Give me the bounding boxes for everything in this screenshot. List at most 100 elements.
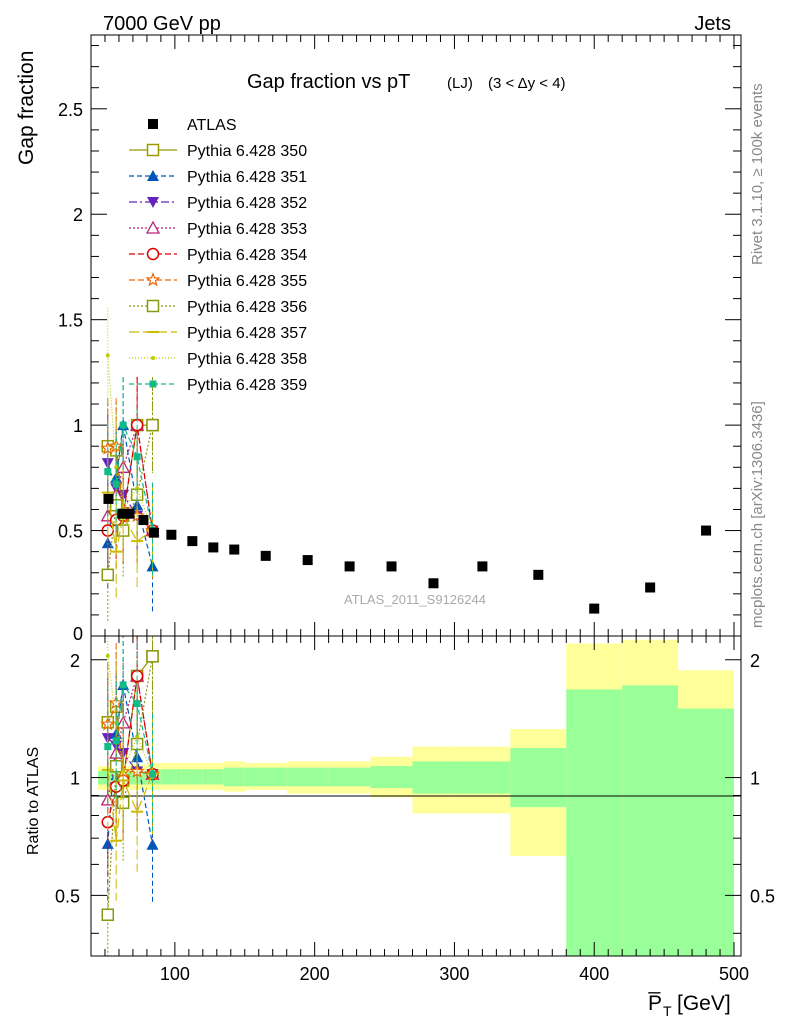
mc-ratio-point-9-4 <box>149 770 157 778</box>
ratio-ylabel: Ratio to ATLAS <box>25 747 42 855</box>
data-point-6 <box>187 536 198 547</box>
main-title-sub: (LJ) <box>447 75 473 92</box>
y-tick-label-main-2: 1.5 <box>58 311 83 331</box>
legend-label-5: Pythia 6.428 355 <box>187 273 307 290</box>
mc-ratio-point-9-3 <box>133 700 141 708</box>
source-label: mcplots.cern.ch [arXiv:1306.3436] <box>749 401 766 628</box>
mc-ratio-point-8-0 <box>105 653 110 658</box>
legend-label-9: Pythia 6.428 359 <box>187 377 307 394</box>
data-point-1 <box>117 508 128 519</box>
y-tick-label-ratio-right-1: 1 <box>750 769 760 789</box>
ratio-band-inner-13 <box>454 761 511 794</box>
y-tick-label-main-1: 1 <box>73 416 83 436</box>
legend-marker-5 <box>145 272 161 287</box>
legend-label-7: Pythia 6.428 357 <box>187 325 307 342</box>
mc-line-7 <box>107 492 153 552</box>
main-ylabel: Gap fraction <box>15 51 38 165</box>
legend-label-3: Pythia 6.428 353 <box>187 221 307 238</box>
data-point-4 <box>148 527 159 538</box>
ratio-band-inner-7 <box>223 767 245 787</box>
y-tick-label-main-zero: 0 <box>73 624 83 644</box>
legend-label-6: Pythia 6.428 356 <box>187 299 307 316</box>
x-axis-letter: P̅ <box>647 992 662 1015</box>
ratio-band-inner-12 <box>412 761 455 794</box>
legend-marker-6 <box>146 299 160 313</box>
legend-label-8: Pythia 6.428 358 <box>187 351 307 368</box>
x-tick-label-0: 100 <box>160 964 190 984</box>
legend-marker-9 <box>149 380 157 388</box>
mc-point-8-3 <box>135 486 140 491</box>
legend-marker-2 <box>147 197 159 208</box>
mc-ratio-point-6-0 <box>101 908 115 921</box>
legend-marker-3 <box>145 220 161 234</box>
y-tick-label-ratio-right-2: 2 <box>750 651 760 671</box>
mc-ratio-point-6-4 <box>146 650 159 663</box>
legend-label-2: Pythia 6.428 352 <box>187 195 307 212</box>
legend-marker-1 <box>147 170 159 181</box>
mc-line-8 <box>107 355 154 531</box>
ratio-band-inner-4 <box>160 769 182 785</box>
data-point-2 <box>124 508 135 519</box>
legend: ATLAS Pythia 6.428 350 Pythia 6.428 351 Pyt… <box>129 117 307 394</box>
main-title-cut: (3 < Δy < 4) <box>488 75 566 92</box>
ratio-band-inner-14 <box>510 748 567 808</box>
data-point-0 <box>103 493 114 504</box>
legend-marker-data <box>148 119 158 129</box>
y-tick-label-ratio-left-2: 2 <box>70 651 80 671</box>
y-tick-label-main-3: 2 <box>73 205 83 225</box>
mc-point-9-1 <box>112 480 120 488</box>
ratio-bands <box>97 639 735 956</box>
axis-ticks: 100 200 300 400 500 0.5 1 1.5 2 2.5 0 0.5 0.5 1 1 2 2 <box>55 35 775 984</box>
legend-marker-8 <box>151 356 155 360</box>
y-tick-label-main-4: 2.5 <box>58 100 83 120</box>
data-point-7 <box>208 542 219 553</box>
x-axis-sub: T <box>663 1003 672 1019</box>
header-right: Jets <box>694 13 731 35</box>
y-tick-label-ratio-left-0: 0.5 <box>55 886 80 906</box>
mc-ratio-line-8 <box>107 655 154 775</box>
legend-label-1: Pythia 6.428 351 <box>187 169 307 186</box>
x-tick-label-2: 300 <box>439 964 469 984</box>
ratio-band-inner-17 <box>678 708 735 956</box>
ratio-frame <box>90 635 742 957</box>
data-point-14 <box>477 561 488 572</box>
main-title: Gap fraction vs pT (LJ) (3 < Δy < 4) <box>247 71 566 93</box>
ratio-band-inner-10 <box>328 767 371 787</box>
rivet-label: Rivet 3.1.10, ≥ 100k events <box>749 83 766 265</box>
mc-point-8-0 <box>105 353 110 358</box>
watermark: ATLAS_2011_S9126244 <box>344 592 486 607</box>
data-point-9 <box>260 550 271 561</box>
mc-point-9-2 <box>119 421 127 429</box>
data-point-5 <box>166 529 177 540</box>
legend-marker-4 <box>146 247 160 261</box>
legend-label-0: Pythia 6.428 350 <box>187 143 307 160</box>
data-point-13 <box>428 578 439 589</box>
x-axis-title: P̅ T [GeV] <box>647 992 730 1019</box>
x-tick-label-1: 200 <box>300 964 330 984</box>
legend-label-data: ATLAS <box>187 117 237 134</box>
ratio-band-inner-5 <box>181 769 203 785</box>
data-point-10 <box>302 555 313 566</box>
ratio-band-inner-16 <box>622 685 679 956</box>
data-point-15 <box>533 569 544 580</box>
mc-point-8-1 <box>114 465 119 470</box>
data-point-16 <box>589 603 600 614</box>
mc-ratio-point-9-1 <box>112 737 120 745</box>
ratio-band-inner-15 <box>566 689 623 956</box>
mc-ratio-point-8-2 <box>121 769 126 774</box>
data-point-17 <box>645 582 656 593</box>
main-series-layer <box>100 307 712 623</box>
mc-ratio-point-9-2 <box>119 681 127 689</box>
x-tick-label-3: 400 <box>579 964 609 984</box>
data-point-18 <box>701 525 712 536</box>
mc-point-6-0 <box>101 568 115 582</box>
data-point-11 <box>344 561 355 572</box>
data-point-12 <box>386 561 397 572</box>
main-title-text: Gap fraction vs pT <box>247 71 410 93</box>
x-axis-unit: [GeV] <box>677 992 731 1015</box>
y-tick-label-ratio-right-0: 0.5 <box>750 886 775 906</box>
mc-ratio-point-1-4 <box>146 838 159 850</box>
ratio-series-layer <box>100 636 161 956</box>
x-tick-label-4: 500 <box>719 964 749 984</box>
